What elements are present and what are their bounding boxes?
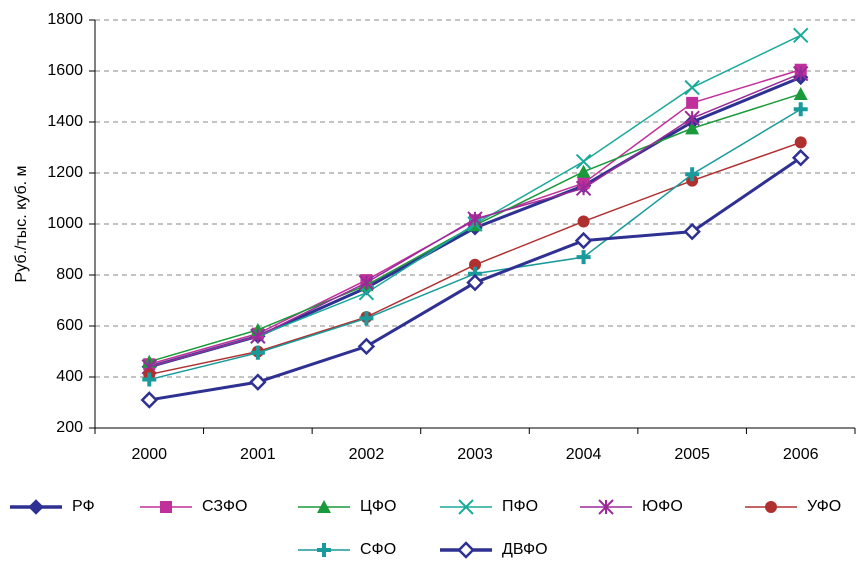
legend-label: СФО bbox=[360, 541, 396, 558]
y-axis-label: Руб./тыс. куб. м bbox=[13, 165, 30, 282]
x-tick-label: 2006 bbox=[783, 446, 819, 463]
marker bbox=[577, 215, 590, 228]
y-tick-label: 1600 bbox=[47, 62, 83, 79]
x-tick-label: 2000 bbox=[131, 446, 167, 463]
x-tick-label: 2002 bbox=[349, 446, 385, 463]
marker bbox=[250, 345, 265, 360]
marker bbox=[765, 501, 777, 513]
y-tick-label: 1800 bbox=[47, 11, 83, 28]
marker bbox=[576, 164, 591, 178]
marker bbox=[249, 373, 267, 391]
legend-label: ДВФО bbox=[502, 541, 548, 558]
legend-label: ЮФО bbox=[642, 498, 683, 515]
y-tick-label: 1400 bbox=[47, 113, 83, 130]
marker bbox=[140, 391, 159, 409]
y-tick-label: 1200 bbox=[47, 164, 83, 181]
series-line bbox=[149, 34, 802, 368]
marker bbox=[469, 258, 481, 271]
marker bbox=[160, 501, 172, 513]
marker bbox=[793, 27, 809, 44]
marker bbox=[683, 222, 701, 241]
x-tick-label: 2004 bbox=[566, 446, 602, 463]
marker bbox=[317, 500, 331, 513]
marker bbox=[466, 273, 484, 292]
y-tick-label: 800 bbox=[56, 266, 83, 283]
y-tick-label: 600 bbox=[56, 317, 83, 334]
legend-label: УФО bbox=[807, 498, 841, 515]
y-tick-label: 200 bbox=[56, 419, 83, 436]
legend-label: РФ bbox=[72, 498, 95, 515]
marker bbox=[575, 180, 592, 197]
marker bbox=[358, 274, 375, 291]
marker bbox=[359, 311, 374, 326]
marker bbox=[574, 231, 593, 250]
y-tick-label: 400 bbox=[56, 368, 83, 385]
x-tick-label: 2003 bbox=[457, 446, 493, 463]
marker bbox=[793, 102, 808, 117]
marker bbox=[576, 250, 591, 265]
marker bbox=[685, 167, 700, 182]
marker bbox=[457, 541, 475, 559]
marker bbox=[686, 96, 699, 109]
marker bbox=[793, 86, 808, 100]
marker bbox=[793, 65, 809, 82]
marker bbox=[250, 328, 266, 344]
marker bbox=[142, 372, 157, 387]
marker bbox=[685, 121, 700, 135]
marker bbox=[684, 79, 700, 96]
marker bbox=[794, 136, 807, 149]
marker bbox=[357, 337, 376, 356]
x-tick-label: 2005 bbox=[674, 446, 710, 463]
marker bbox=[28, 499, 44, 515]
y-tick-label: 1000 bbox=[47, 215, 83, 232]
legend-label: ЦФО bbox=[360, 498, 396, 515]
marker bbox=[317, 543, 331, 557]
x-tick-label: 2001 bbox=[240, 446, 276, 463]
marker bbox=[467, 211, 483, 227]
marker bbox=[791, 148, 810, 167]
marker bbox=[598, 499, 614, 515]
marker bbox=[684, 110, 700, 126]
legend-label: СЗФО bbox=[202, 498, 247, 515]
marker bbox=[458, 499, 474, 515]
marker bbox=[575, 153, 592, 170]
legend-label: ПФО bbox=[502, 498, 538, 515]
